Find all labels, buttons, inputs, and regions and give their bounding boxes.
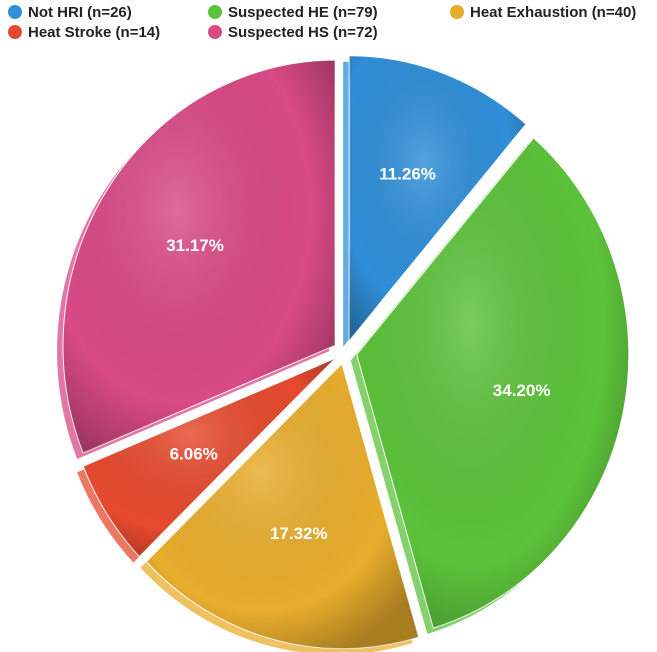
slice-shade <box>63 60 336 453</box>
pie: 11.26% 34.20% 17.32% 6.06% 31.17% <box>57 55 630 652</box>
slice-shade <box>356 137 629 628</box>
slice-label: 17.32% <box>270 524 328 543</box>
slice-shade <box>83 358 335 557</box>
slice-label: 6.06% <box>170 445 218 464</box>
legend-label: Suspected HE (n=79) <box>228 4 378 21</box>
legend-swatch <box>8 25 22 39</box>
legend-label: Suspected HS (n=72) <box>228 24 378 41</box>
legend-swatch <box>208 5 222 19</box>
legend-label: Heat Exhaustion (n=40) <box>470 4 636 21</box>
legend-label: Heat Stroke (n=14) <box>28 24 160 41</box>
slice-label: 31.17% <box>166 236 224 255</box>
legend-swatch <box>8 5 22 19</box>
legend-swatch <box>208 25 222 39</box>
slice-label: 34.20% <box>493 381 551 400</box>
legend: Not HRI (n=26) Suspected HE (n=79) Heat Ex… <box>8 4 636 41</box>
legend-swatch <box>450 5 464 19</box>
slice-shade <box>146 363 419 649</box>
slice-label: 11.26% <box>379 164 436 183</box>
slice-shade <box>349 55 526 341</box>
legend-label: Not HRI (n=26) <box>28 4 132 21</box>
